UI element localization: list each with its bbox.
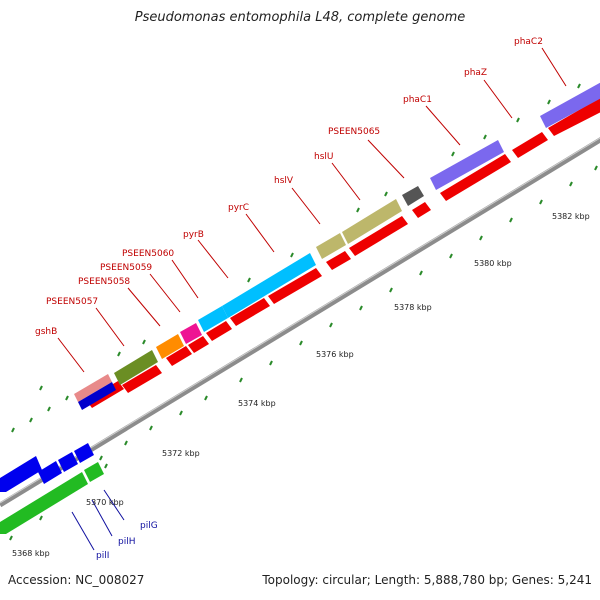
gene-label: PSEEN5059 — [100, 263, 152, 273]
cds-arrow — [349, 216, 408, 256]
gene-block-phaZ-phaC2 — [540, 82, 600, 128]
gene-label: pilH — [118, 537, 135, 547]
gene-block-gshB-sub — [78, 382, 116, 410]
gene-label: phaC1 — [403, 95, 432, 105]
scale-label: 5374 kbp — [238, 399, 276, 408]
gene-label: phaZ — [464, 68, 487, 78]
cds-arrow — [122, 365, 162, 393]
gene-label: PSEEN5065 — [328, 127, 380, 137]
gene-label: hslV — [274, 176, 294, 186]
gene-label: pilG — [140, 521, 158, 531]
scale-label: 5380 kbp — [474, 259, 512, 268]
cds-arrow — [166, 346, 192, 366]
gene-label: pilI — [96, 551, 109, 561]
gene-label: phaC2 — [514, 37, 543, 47]
gene-block-hslV — [316, 233, 346, 259]
gene-block-pyrB-pyrC — [222, 253, 316, 318]
pil-block — [58, 452, 78, 472]
gene-label: pyrB — [183, 230, 204, 240]
cds-arrow — [440, 154, 511, 201]
cds-arrow — [326, 251, 351, 270]
gene-label: gshB — [35, 327, 57, 337]
pil-block — [74, 443, 94, 463]
gene-block-PSEEN5065 — [402, 186, 424, 206]
pil-block — [38, 461, 62, 484]
cds-arrow — [412, 202, 431, 218]
gene-block-PSEEN5058 — [156, 334, 184, 359]
accession-label: Accession: NC_008027 — [8, 573, 145, 587]
gene-label: PSEEN5058 — [78, 277, 130, 287]
scale-label: 5382 kbp — [552, 212, 590, 221]
cds-arrow — [230, 298, 270, 326]
backbone — [0, 137, 600, 508]
gene-block-hslU — [342, 199, 402, 244]
gene-labels: gshB PSEEN5057 PSEEN5058 PSEEN5059 PSEEN… — [35, 37, 543, 337]
scale-label: 5376 kbp — [316, 350, 354, 359]
genome-stats-label: Topology: circular; Length: 5,888,780 bp… — [262, 573, 592, 587]
pil-labels: pilG pilH pilI — [96, 521, 158, 561]
scale-labels: 5368 kbp 5370 kbp 5372 kbp 5374 kbp 5376… — [12, 212, 590, 558]
cds-arrow — [268, 268, 322, 304]
cds-arrow — [548, 97, 600, 136]
scale-label: 5378 kbp — [394, 303, 432, 312]
gene-block-phaC1 — [430, 140, 504, 190]
cds-arrow — [206, 321, 232, 341]
leader-lines — [57, 47, 567, 551]
scale-label: 5368 kbp — [12, 549, 50, 558]
cds-arrow — [188, 336, 209, 353]
gene-label: PSEEN5057 — [46, 297, 98, 307]
gene-block-PSEEN5057 — [114, 350, 158, 385]
gene-block-PSEEN5060 — [198, 306, 228, 332]
gene-label: PSEEN5060 — [122, 249, 174, 259]
gene-track — [74, 82, 600, 410]
map-title: Pseudomonas entomophila L48, complete ge… — [134, 10, 466, 25]
gene-label: hslU — [314, 152, 333, 162]
scale-label: 5372 kbp — [162, 449, 200, 458]
gene-block-gshB — [74, 374, 112, 402]
cds-arrow — [512, 132, 548, 158]
pil-block — [0, 456, 42, 492]
pil-gene-track — [0, 443, 104, 534]
tick-marks — [9, 83, 598, 541]
gene-block-PSEEN5059 — [180, 323, 202, 344]
gene-label: pyrC — [228, 203, 249, 213]
pil-block-green — [0, 472, 88, 534]
scale-label: 5370 kbp — [86, 498, 124, 507]
pil-block-green-small — [84, 462, 104, 482]
